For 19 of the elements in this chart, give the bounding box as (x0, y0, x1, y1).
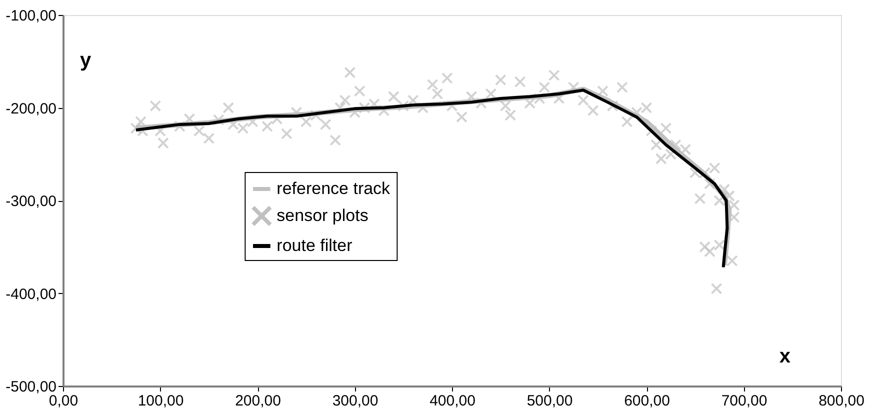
x-tick-label: 200,00 (235, 392, 281, 410)
x-tick-label: 400,00 (430, 392, 476, 410)
y-tick-label: -100,00 (6, 8, 56, 24)
legend-label: sensor plots (276, 206, 368, 225)
y-tick-label: -300,00 (6, 193, 56, 210)
x-tick-label: 600,00 (624, 392, 670, 410)
x-tick-label: 0,00 (48, 392, 78, 410)
legend-label: reference track (276, 178, 391, 198)
x-tick-label: 300,00 (332, 392, 378, 410)
x-tick-label: 700,00 (721, 392, 768, 410)
y-tick-label: -200,00 (6, 100, 56, 118)
legend-label: route filter (276, 236, 353, 255)
x-tick-label: 100,00 (138, 392, 184, 410)
y-tick-label: -500,00 (6, 378, 56, 396)
x-axis-title: x (779, 346, 790, 368)
x-tick-label: 800,00 (818, 392, 864, 410)
x-tick-label: 500,00 (526, 392, 573, 410)
y-tick-label: -400,00 (6, 286, 56, 303)
y-axis-title: y (80, 50, 92, 72)
